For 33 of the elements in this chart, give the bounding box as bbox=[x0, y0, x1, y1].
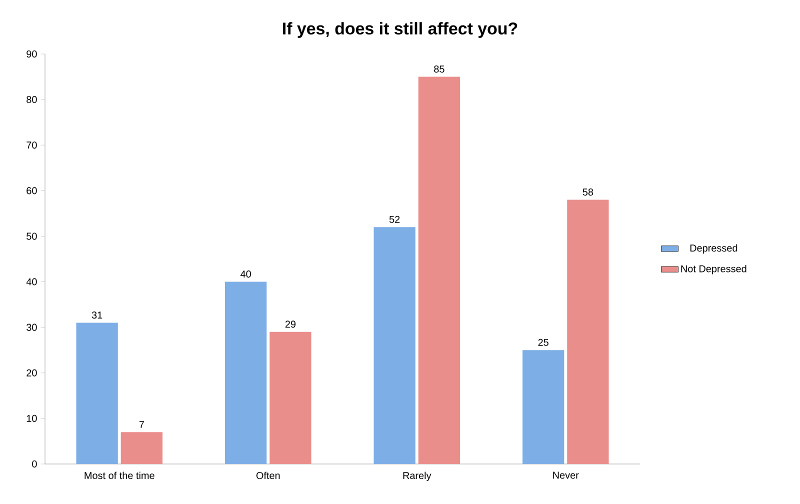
bar bbox=[270, 332, 312, 464]
bar bbox=[224, 282, 267, 464]
data-label: 31 bbox=[92, 312, 102, 319]
y-tick-label: 90 bbox=[26, 50, 37, 58]
y-tick-label: 40 bbox=[26, 278, 37, 286]
data-label: 52 bbox=[389, 216, 400, 223]
x-tick-label: Often bbox=[256, 472, 280, 480]
y-tick-label: 70 bbox=[26, 142, 37, 149]
data-label: 7 bbox=[139, 421, 144, 428]
y-tick-label: 20 bbox=[26, 369, 37, 376]
y-tick-label: 10 bbox=[26, 414, 37, 422]
bar bbox=[120, 432, 163, 464]
data-label: 58 bbox=[582, 188, 594, 196]
y-tick-label: 50 bbox=[26, 232, 37, 240]
legend-label: Not Depressed bbox=[681, 264, 746, 274]
data-label: 29 bbox=[285, 320, 296, 328]
data-label: 25 bbox=[538, 338, 548, 346]
bar bbox=[374, 227, 416, 464]
bar bbox=[567, 200, 609, 464]
bar bbox=[522, 350, 564, 464]
bar bbox=[76, 322, 118, 464]
legend-label: Depressed bbox=[690, 244, 738, 254]
x-tick-label: Most of the time bbox=[84, 472, 154, 480]
data-label: 85 bbox=[434, 66, 444, 73]
y-tick-label: 0 bbox=[32, 460, 37, 468]
chart-title: If yes, does it still affect you? bbox=[283, 22, 518, 38]
bar bbox=[418, 76, 460, 464]
y-tick-label: 30 bbox=[26, 324, 37, 331]
x-tick-label: Rarely bbox=[403, 472, 432, 482]
y-tick-label: 60 bbox=[26, 187, 37, 194]
data-label: 40 bbox=[240, 270, 251, 278]
x-tick-label: Never bbox=[553, 472, 579, 479]
y-tick-label: 80 bbox=[26, 96, 37, 104]
